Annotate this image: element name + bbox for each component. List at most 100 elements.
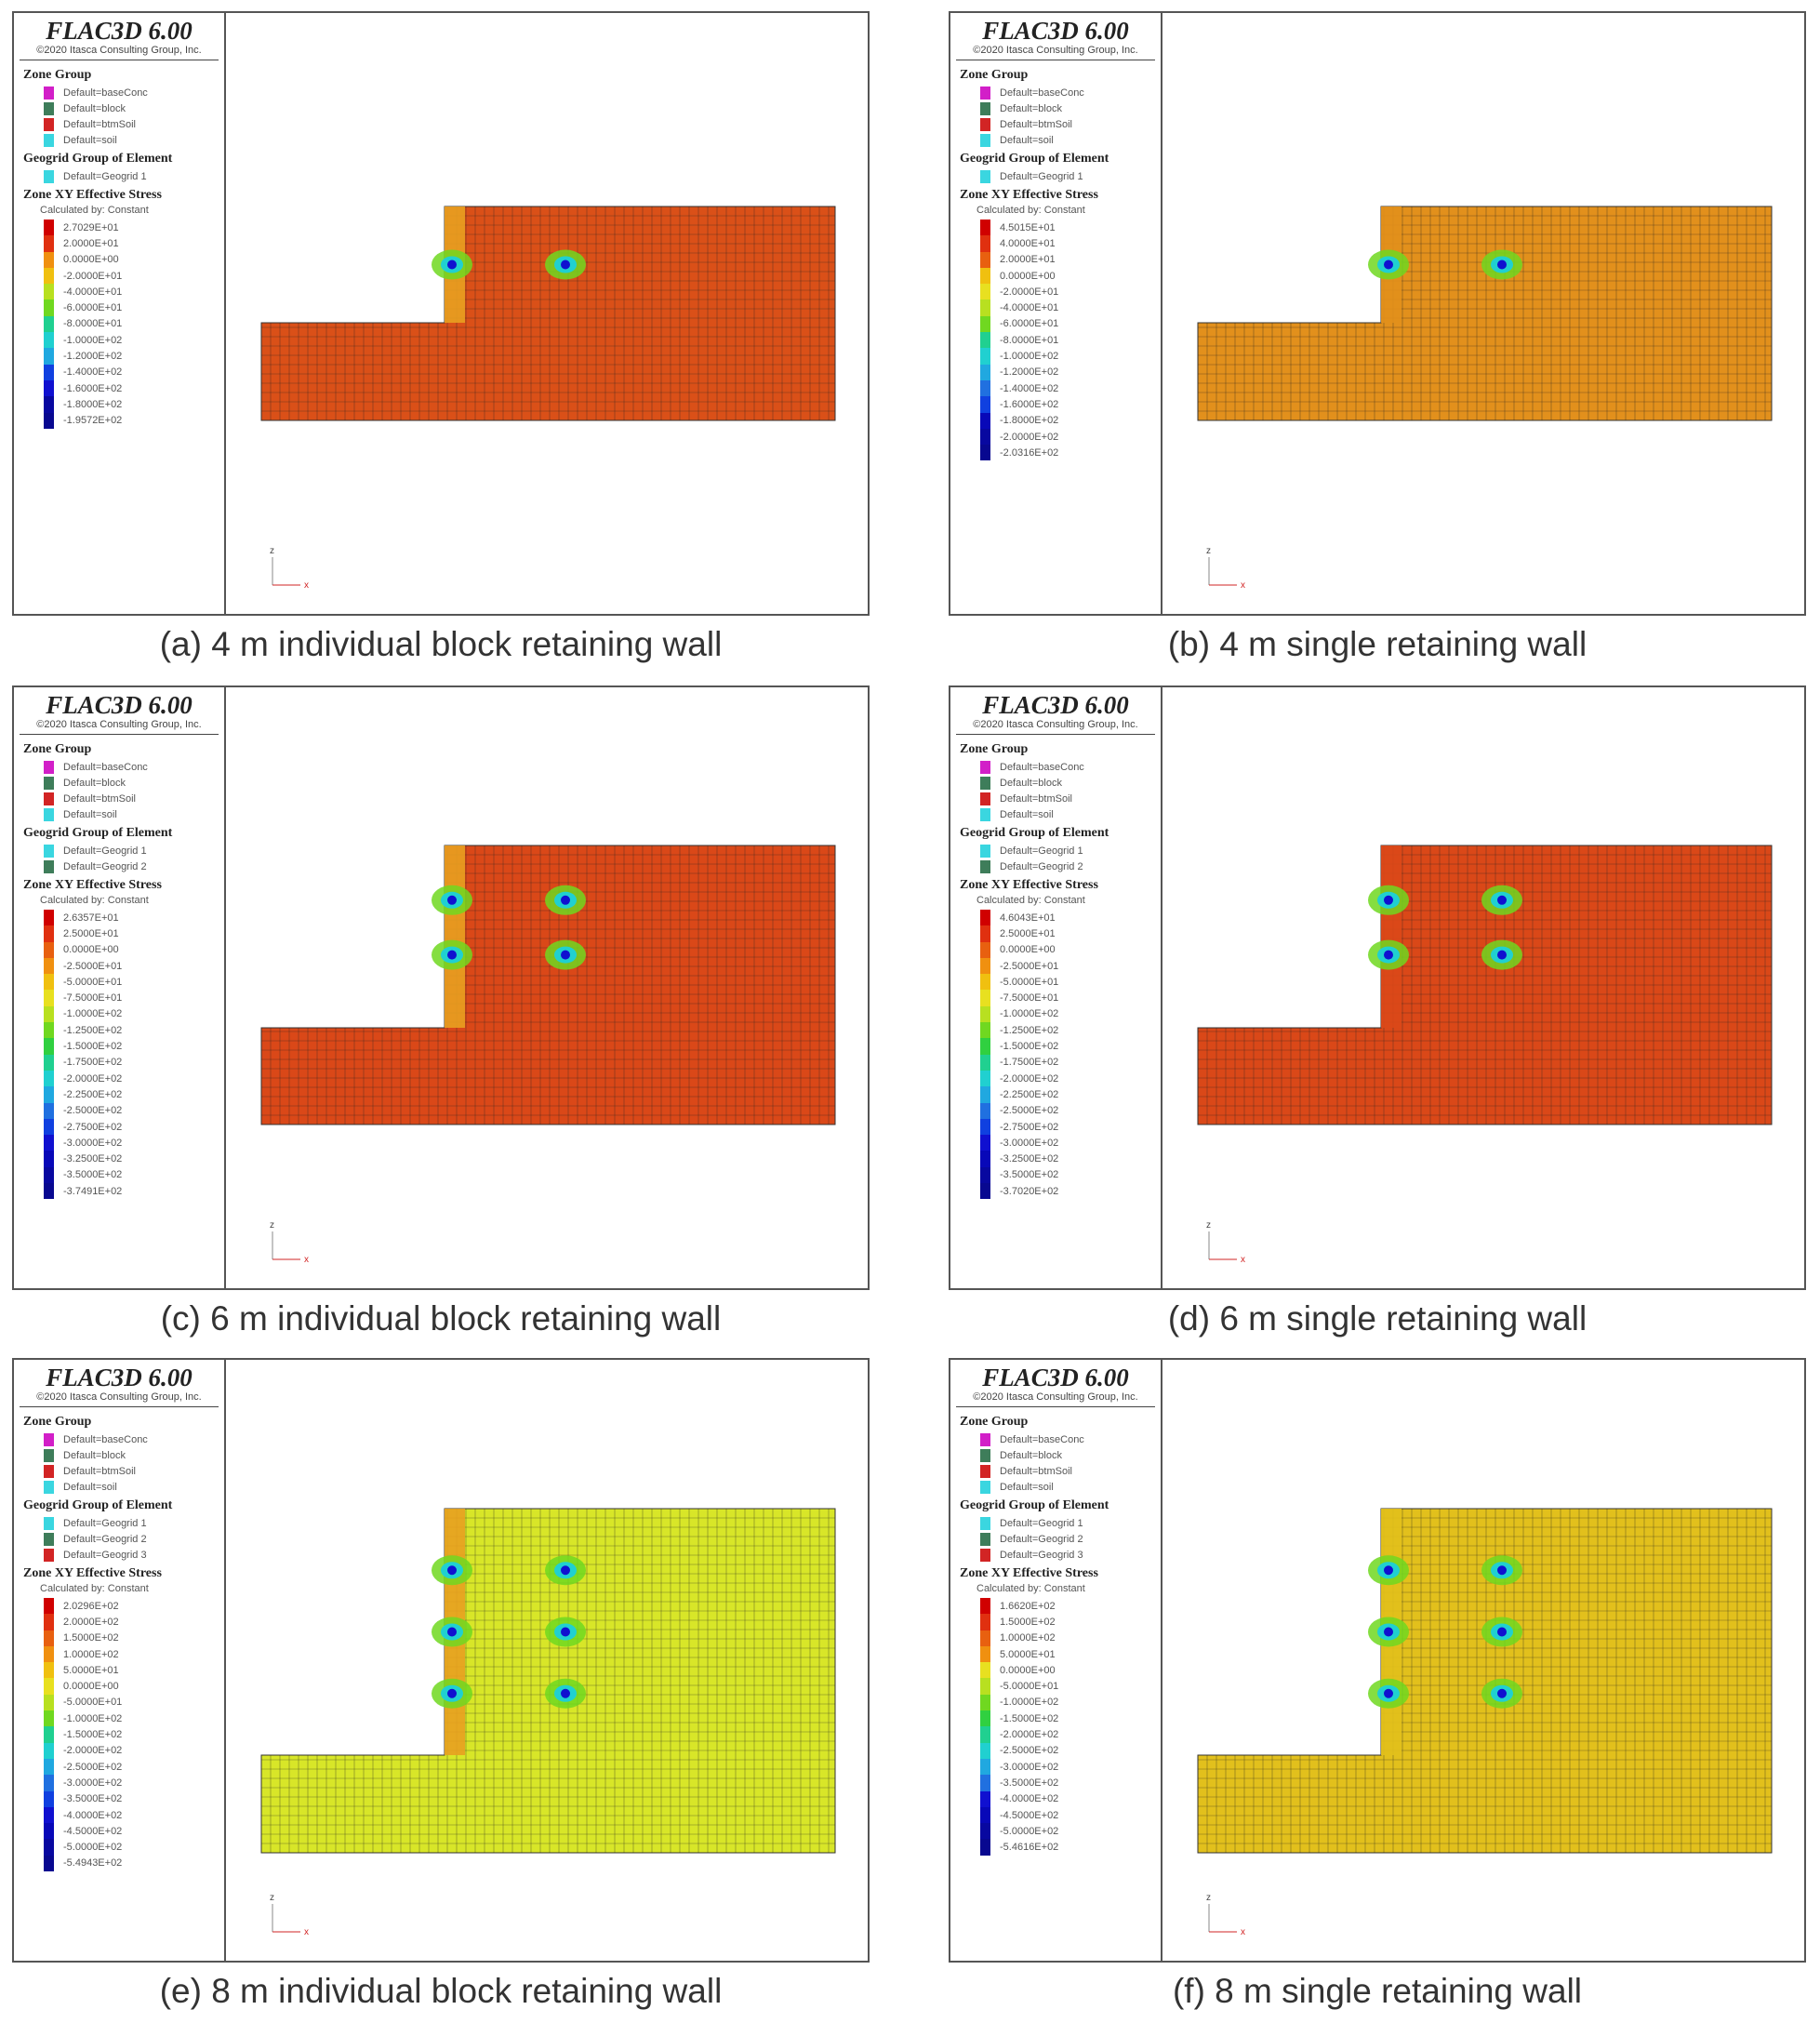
contour-level: -1.0000E+02	[44, 1005, 219, 1023]
geogrid-item: Default=Geogrid 2	[44, 1531, 219, 1547]
soil-mesh	[260, 206, 836, 421]
geogrid-title: Geogrid Group of Element	[960, 1498, 1109, 1512]
contour-value: 0.0000E+00	[63, 254, 119, 266]
zone-group-item: Default=btmSoil	[44, 116, 219, 132]
zone-group-item: Default=soil	[980, 1479, 1155, 1495]
contour-swatch	[980, 974, 990, 991]
contour-value: -2.0000E+02	[1000, 431, 1059, 443]
contour-value: -2.0000E+02	[63, 1745, 123, 1757]
contour-value: -5.0000E+01	[1000, 976, 1059, 988]
contour-level: 2.5000E+01	[44, 925, 219, 942]
geogrid-item: Default=Geogrid 1	[44, 1515, 219, 1531]
wall-hotspot-peak	[1384, 260, 1393, 270]
contour-swatch	[44, 1022, 54, 1039]
geogrid-title: Geogrid Group of Element	[960, 152, 1109, 166]
contour-value: -7.5000E+01	[1000, 992, 1059, 1005]
contour-swatch	[980, 1070, 990, 1087]
color-swatch	[44, 859, 54, 873]
contour-value: -2.0000E+02	[63, 1072, 123, 1085]
contour-value: -1.0000E+02	[63, 1712, 123, 1724]
contour-panel: FLAC3D 6.00 ©2020 Itasca Consulting Group…	[12, 1358, 870, 1963]
software-brand: FLAC3D 6.00	[46, 1364, 193, 1391]
contour-level: 1.5000E+02	[44, 1630, 219, 1646]
contour-swatch	[44, 974, 54, 991]
zone-group-label: Default=soil	[1000, 134, 1054, 146]
contour-value: -5.4943E+02	[63, 1857, 123, 1870]
color-swatch	[980, 1480, 990, 1494]
panel-caption: (b) 4 m single retaining wall	[1167, 625, 1588, 663]
contour-swatch	[44, 1758, 54, 1776]
contour-swatch	[980, 1678, 990, 1695]
color-swatch	[980, 1516, 990, 1530]
geogrid-label: Default=Geogrid 3	[1000, 1549, 1083, 1561]
contour-value: -2.7500E+02	[1000, 1121, 1059, 1133]
color-swatch	[980, 844, 990, 858]
stress-title: Zone XY Effective Stress	[960, 188, 1098, 202]
zone-group-item: Default=soil	[980, 132, 1155, 148]
geogrid-hotspot-peak	[1497, 895, 1507, 905]
retaining-wall	[445, 845, 465, 1028]
zone-group-label: Default=soil	[1000, 1481, 1054, 1493]
contour-level: -2.0000E+02	[980, 1726, 1155, 1743]
zone-group-item: Default=btmSoil	[980, 116, 1155, 132]
contour-swatch	[44, 299, 54, 316]
contour-value: -1.0000E+02	[1000, 351, 1059, 363]
zone-group-title: Zone Group	[960, 1415, 1029, 1429]
color-swatch	[980, 86, 990, 100]
contour-level: -1.2000E+02	[980, 364, 1155, 380]
color-swatch	[44, 133, 54, 147]
zone-group-item: Default=baseConc	[44, 85, 219, 100]
zone-group-label: Default=block	[1000, 1449, 1062, 1461]
wall-hotspot-peak	[1384, 1565, 1393, 1576]
contour-level: -1.0000E+02	[980, 1005, 1155, 1023]
panel-caption: (a) 4 m individual block retaining wall	[159, 625, 723, 663]
contour-value: -1.9572E+02	[63, 415, 123, 427]
contour-value: -5.0000E+01	[1000, 1681, 1059, 1693]
contour-value: -1.6000E+02	[1000, 398, 1059, 410]
zone-group-title: Zone Group	[23, 742, 92, 756]
contour-swatch	[980, 412, 990, 429]
zone-group-item: Default=soil	[44, 132, 219, 148]
contour-swatch	[44, 1823, 54, 1840]
color-swatch	[44, 1448, 54, 1462]
contour-swatch	[44, 1102, 54, 1119]
contour-value: -1.7500E+02	[63, 1057, 123, 1069]
color-swatch	[44, 792, 54, 805]
color-swatch	[44, 807, 54, 821]
zone-group-label: Default=btmSoil	[63, 118, 136, 130]
contour-level: -4.0000E+01	[980, 299, 1155, 316]
geogrid-title: Geogrid Group of Element	[23, 1498, 173, 1512]
copyright: ©2020 Itasca Consulting Group, Inc.	[20, 719, 219, 735]
wall-hotspot-peak	[447, 950, 457, 960]
contour-value: -2.0000E+02	[1000, 1729, 1059, 1741]
zone-group-label: Default=baseConc	[1000, 87, 1084, 99]
contour-level: -2.5000E+02	[44, 1758, 219, 1776]
zone-group-item: Default=btmSoil	[44, 1463, 219, 1479]
contour-level: -3.0000E+02	[980, 1758, 1155, 1776]
contour-level: -2.0316E+02	[980, 445, 1155, 461]
contour-swatch	[980, 1742, 990, 1759]
contour-level: -6.0000E+01	[44, 299, 219, 316]
color-swatch	[44, 86, 54, 100]
geogrid-title: Geogrid Group of Element	[23, 826, 173, 840]
contour-level: -6.0000E+01	[980, 315, 1155, 333]
contour-value: -5.4616E+02	[1000, 1842, 1059, 1854]
contour-swatch	[980, 348, 990, 365]
contour-panel: FLAC3D 6.00 ©2020 Itasca Consulting Group…	[949, 685, 1806, 1290]
contour-level: 4.0000E+01	[980, 235, 1155, 252]
contour-level: -3.7491E+02	[44, 1183, 219, 1200]
contour-level: -1.4000E+02	[44, 364, 219, 380]
contour-level: -3.7020E+02	[980, 1183, 1155, 1200]
contour-level: 1.5000E+02	[980, 1614, 1155, 1630]
contour-level: -3.0000E+02	[44, 1135, 219, 1151]
color-swatch	[980, 169, 990, 183]
contour-value: -5.0000E+02	[1000, 1825, 1059, 1837]
contour-value: -2.0000E+01	[63, 270, 123, 282]
wall-hotspot-peak	[1384, 895, 1393, 905]
contour-level: 2.6357E+01	[44, 910, 219, 926]
contour-value: -2.5000E+02	[63, 1105, 123, 1117]
color-swatch	[44, 1464, 54, 1478]
zone-group-item: Default=block	[44, 100, 219, 116]
zone-group-label: Default=block	[63, 777, 126, 789]
